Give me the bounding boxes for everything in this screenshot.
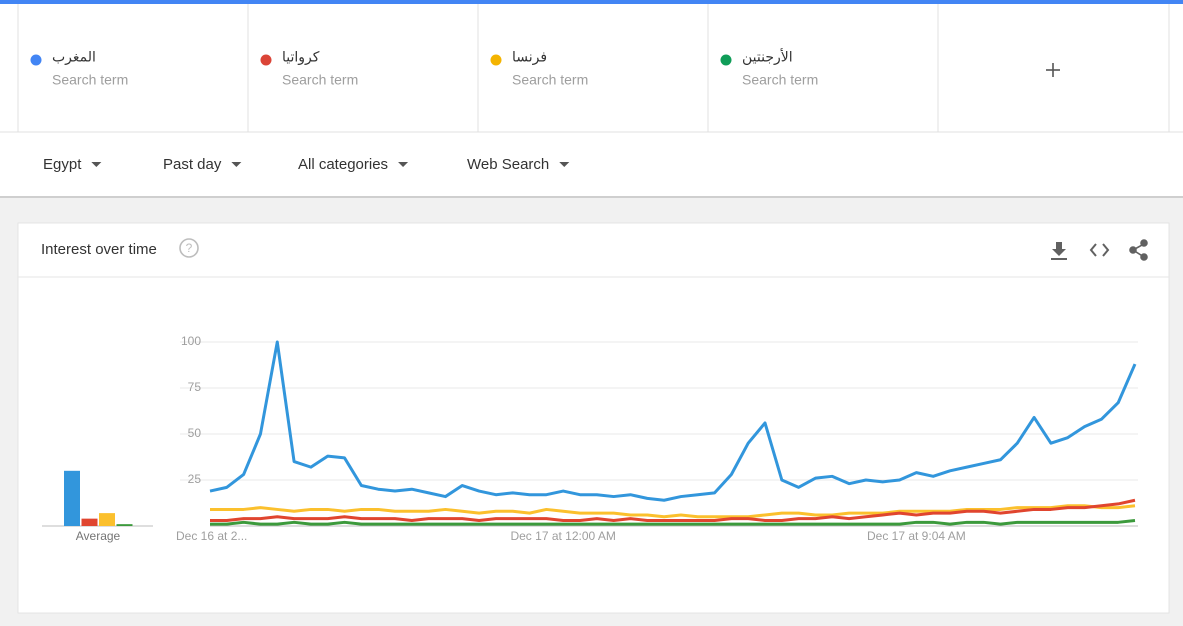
share-icon[interactable] (1129, 239, 1148, 261)
series-line (210, 498, 1136, 522)
x-tick-label: Dec 17 at 12:00 AM (510, 529, 615, 543)
term-subtitle: Search term (742, 72, 818, 88)
x-tick-label: Dec 17 at 9:04 AM (867, 529, 966, 543)
term-name[interactable]: فرنسا (512, 49, 547, 66)
card-dividers (17, 4, 1170, 132)
term-subtitle: Search term (52, 72, 128, 88)
embed-icon[interactable] (1089, 243, 1110, 257)
download-icon[interactable] (1051, 242, 1067, 260)
x-tick-label: Dec 16 at 2... (176, 529, 247, 543)
y-tick-label: 75 (188, 380, 202, 394)
average-bar (64, 470, 80, 526)
average-bar (81, 518, 98, 526)
top-bar (0, 0, 1183, 4)
term-dot (490, 54, 502, 66)
term-name[interactable]: كرواتيا (282, 49, 320, 66)
average-bar (116, 524, 133, 526)
term-subtitle: Search term (282, 72, 358, 88)
dropdown-arrow (398, 162, 409, 167)
filters: Egypt Past day All categories Web Search (43, 156, 570, 173)
header-panel (0, 0, 1183, 197)
y-tick-label: 50 (188, 426, 202, 440)
add-term[interactable] (1046, 63, 1060, 77)
widget-card (17, 222, 1170, 614)
filter-dropdown[interactable]: All categories (298, 156, 388, 173)
term-name[interactable]: الأرجنتين (742, 48, 793, 66)
dropdown-arrow (559, 162, 570, 167)
term-dot (260, 54, 272, 66)
series-line (209, 340, 1137, 502)
filter-dropdown[interactable]: Egypt (43, 156, 82, 173)
average-label: Average (76, 529, 121, 543)
help-icon[interactable]: ? (179, 238, 199, 258)
term-dot (720, 54, 732, 66)
series-line (210, 518, 1136, 526)
widget-title: Interest over time (41, 241, 157, 258)
term-name[interactable]: المغرب (52, 49, 96, 66)
y-tick-label: 100 (181, 334, 201, 348)
filter-dropdown[interactable]: Web Search (467, 156, 549, 173)
dropdown-arrow (231, 162, 242, 167)
term-dot (30, 54, 42, 66)
series-line (210, 504, 1136, 519)
average-bar (99, 513, 115, 526)
dropdown-arrow (91, 162, 102, 167)
term-subtitle: Search term (512, 72, 588, 88)
filter-dropdown[interactable]: Past day (163, 156, 222, 173)
svg-text:?: ? (186, 241, 193, 255)
y-tick-label: 25 (188, 472, 202, 486)
